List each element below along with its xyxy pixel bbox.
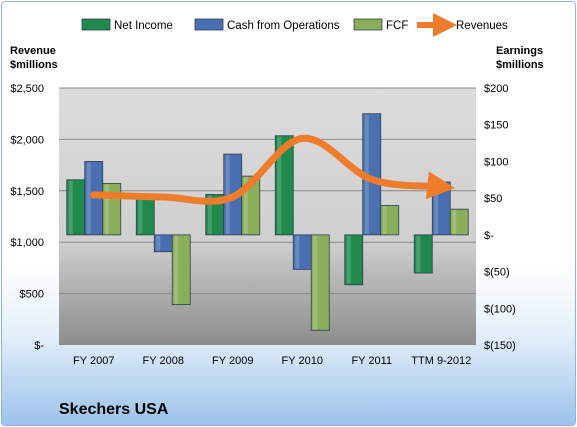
- right-tick-label: $(100): [484, 303, 516, 315]
- right-tick-label: $-: [484, 230, 494, 242]
- x-tick-label: FY 2010: [282, 355, 323, 367]
- right-axis-title-line1: Earnings: [496, 45, 543, 57]
- right-axis-title-line2: $millions: [496, 59, 544, 71]
- left-tick-label: $500: [20, 289, 44, 301]
- left-tick-label: $1,000: [10, 237, 44, 249]
- legend: Net Income Cash from Operations FCF Revenue…: [81, 13, 508, 37]
- bar-highlight: [243, 177, 248, 234]
- legend-label-cash-from-operations: Cash from Operations: [227, 20, 340, 32]
- right-tick-label: $100: [484, 156, 508, 168]
- bar-highlight: [104, 184, 109, 234]
- left-tick-label: $1,500: [10, 186, 44, 198]
- right-tick-label: $(150): [484, 340, 516, 352]
- left-tick-label: $2,000: [10, 134, 44, 146]
- right-tick-label: $150: [484, 120, 508, 132]
- bar-highlight: [156, 235, 161, 251]
- bar-fcf: [449, 208, 469, 236]
- bar-net-income: [274, 135, 294, 236]
- legend-label-revenues: Revenues: [456, 20, 508, 32]
- legend-swatch-fcf: [353, 18, 383, 31]
- bar-highlight: [346, 235, 351, 284]
- legend-label-net-income: Net Income: [114, 20, 173, 32]
- bar-highlight: [207, 195, 212, 234]
- bar-highlight: [295, 235, 300, 269]
- legend-label-fcf: FCF: [386, 20, 408, 32]
- x-tick-label: TTM 9-2012: [411, 355, 471, 367]
- bar-highlight: [86, 162, 91, 234]
- x-tick-label: FY 2011: [351, 355, 392, 367]
- left-axis-title-line1: Revenue: [10, 45, 56, 57]
- line-revenues: [90, 134, 456, 205]
- bar-fcf: [380, 205, 400, 236]
- bar-highlight: [382, 206, 387, 234]
- x-tick-label: FY 2008: [143, 355, 184, 367]
- right-tick-label: $(50): [484, 267, 510, 279]
- right-tick-label: $200: [484, 83, 508, 95]
- left-axis-title-line2: $millions: [10, 59, 58, 71]
- bar-fcf: [310, 234, 330, 331]
- bar-net-income: [413, 234, 433, 274]
- legend-swatch-net-income: [81, 18, 111, 31]
- plot-area: [59, 88, 476, 345]
- bar-fcf: [171, 234, 191, 306]
- bar-highlight: [138, 195, 143, 234]
- right-tick-label: $50: [484, 193, 502, 205]
- chart-title: Skechers USA: [59, 401, 169, 418]
- x-tick-label: FY 2009: [212, 355, 253, 367]
- x-tick-label: FY 2007: [73, 355, 114, 367]
- bar-highlight: [434, 182, 439, 234]
- bar-highlight: [452, 210, 457, 234]
- bar-net-income: [344, 234, 364, 286]
- left-tick-label: $-: [34, 340, 44, 352]
- bar-highlight: [174, 235, 179, 304]
- bar-highlight: [416, 235, 421, 273]
- bar-highlight: [225, 155, 230, 234]
- legend-swatch-cash-from-operations: [194, 18, 224, 31]
- bar-highlight: [277, 136, 282, 234]
- bar-highlight: [313, 235, 318, 330]
- left-tick-label: $2,500: [10, 83, 44, 95]
- bar-highlight: [68, 180, 73, 234]
